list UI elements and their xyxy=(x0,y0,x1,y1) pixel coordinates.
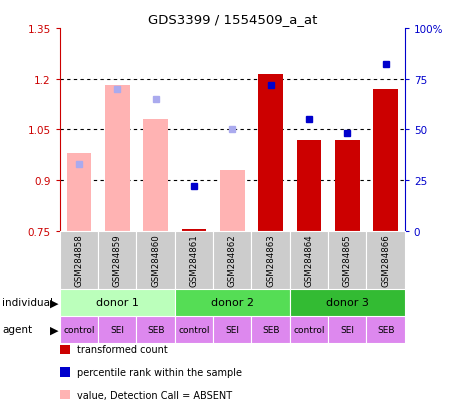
Title: GDS3399 / 1554509_a_at: GDS3399 / 1554509_a_at xyxy=(147,13,316,26)
Text: donor 3: donor 3 xyxy=(325,297,368,308)
Bar xyxy=(105,86,129,231)
Bar xyxy=(366,231,404,289)
Text: GSM284865: GSM284865 xyxy=(342,234,351,287)
Bar xyxy=(60,316,98,343)
Text: transformed count: transformed count xyxy=(77,344,167,354)
Text: ▶: ▶ xyxy=(50,324,58,335)
Bar xyxy=(289,289,404,316)
Bar xyxy=(327,231,366,289)
Text: donor 1: donor 1 xyxy=(95,297,139,308)
Text: control: control xyxy=(292,325,324,334)
Text: SEI: SEI xyxy=(110,325,124,334)
Text: SEB: SEB xyxy=(146,325,164,334)
Bar xyxy=(60,231,98,289)
Bar xyxy=(334,140,359,231)
Text: GSM284859: GSM284859 xyxy=(112,234,122,287)
Bar xyxy=(67,154,91,231)
Bar xyxy=(327,316,366,343)
Text: SEB: SEB xyxy=(261,325,279,334)
Bar xyxy=(251,316,289,343)
Bar xyxy=(251,231,289,289)
Bar xyxy=(143,120,168,231)
Text: GSM284864: GSM284864 xyxy=(304,234,313,287)
Text: SEI: SEI xyxy=(225,325,239,334)
Bar xyxy=(174,231,213,289)
Text: GSM284858: GSM284858 xyxy=(74,234,83,287)
Text: control: control xyxy=(63,325,95,334)
Bar xyxy=(219,171,244,231)
Text: GSM284860: GSM284860 xyxy=(151,234,160,287)
Bar xyxy=(174,316,213,343)
Bar xyxy=(136,316,174,343)
Bar xyxy=(136,231,174,289)
Text: control: control xyxy=(178,325,209,334)
Text: SEB: SEB xyxy=(376,325,393,334)
Bar xyxy=(289,316,327,343)
Text: percentile rank within the sample: percentile rank within the sample xyxy=(77,367,241,377)
Bar xyxy=(181,230,206,231)
Bar xyxy=(174,289,289,316)
Bar xyxy=(213,316,251,343)
Bar xyxy=(289,231,327,289)
Bar xyxy=(213,231,251,289)
Text: value, Detection Call = ABSENT: value, Detection Call = ABSENT xyxy=(77,390,231,400)
Bar xyxy=(98,316,136,343)
Text: agent: agent xyxy=(2,324,32,335)
Text: GSM284862: GSM284862 xyxy=(227,234,236,287)
Bar xyxy=(366,316,404,343)
Text: ▶: ▶ xyxy=(50,297,58,308)
Bar xyxy=(372,90,397,231)
Text: GSM284861: GSM284861 xyxy=(189,234,198,287)
Bar xyxy=(296,140,321,231)
Bar xyxy=(60,289,174,316)
Text: GSM284863: GSM284863 xyxy=(266,234,274,287)
Text: individual: individual xyxy=(2,297,53,308)
Text: donor 2: donor 2 xyxy=(210,297,253,308)
Bar xyxy=(257,74,282,231)
Text: GSM284866: GSM284866 xyxy=(381,234,389,287)
Text: SEI: SEI xyxy=(340,325,353,334)
Bar xyxy=(98,231,136,289)
